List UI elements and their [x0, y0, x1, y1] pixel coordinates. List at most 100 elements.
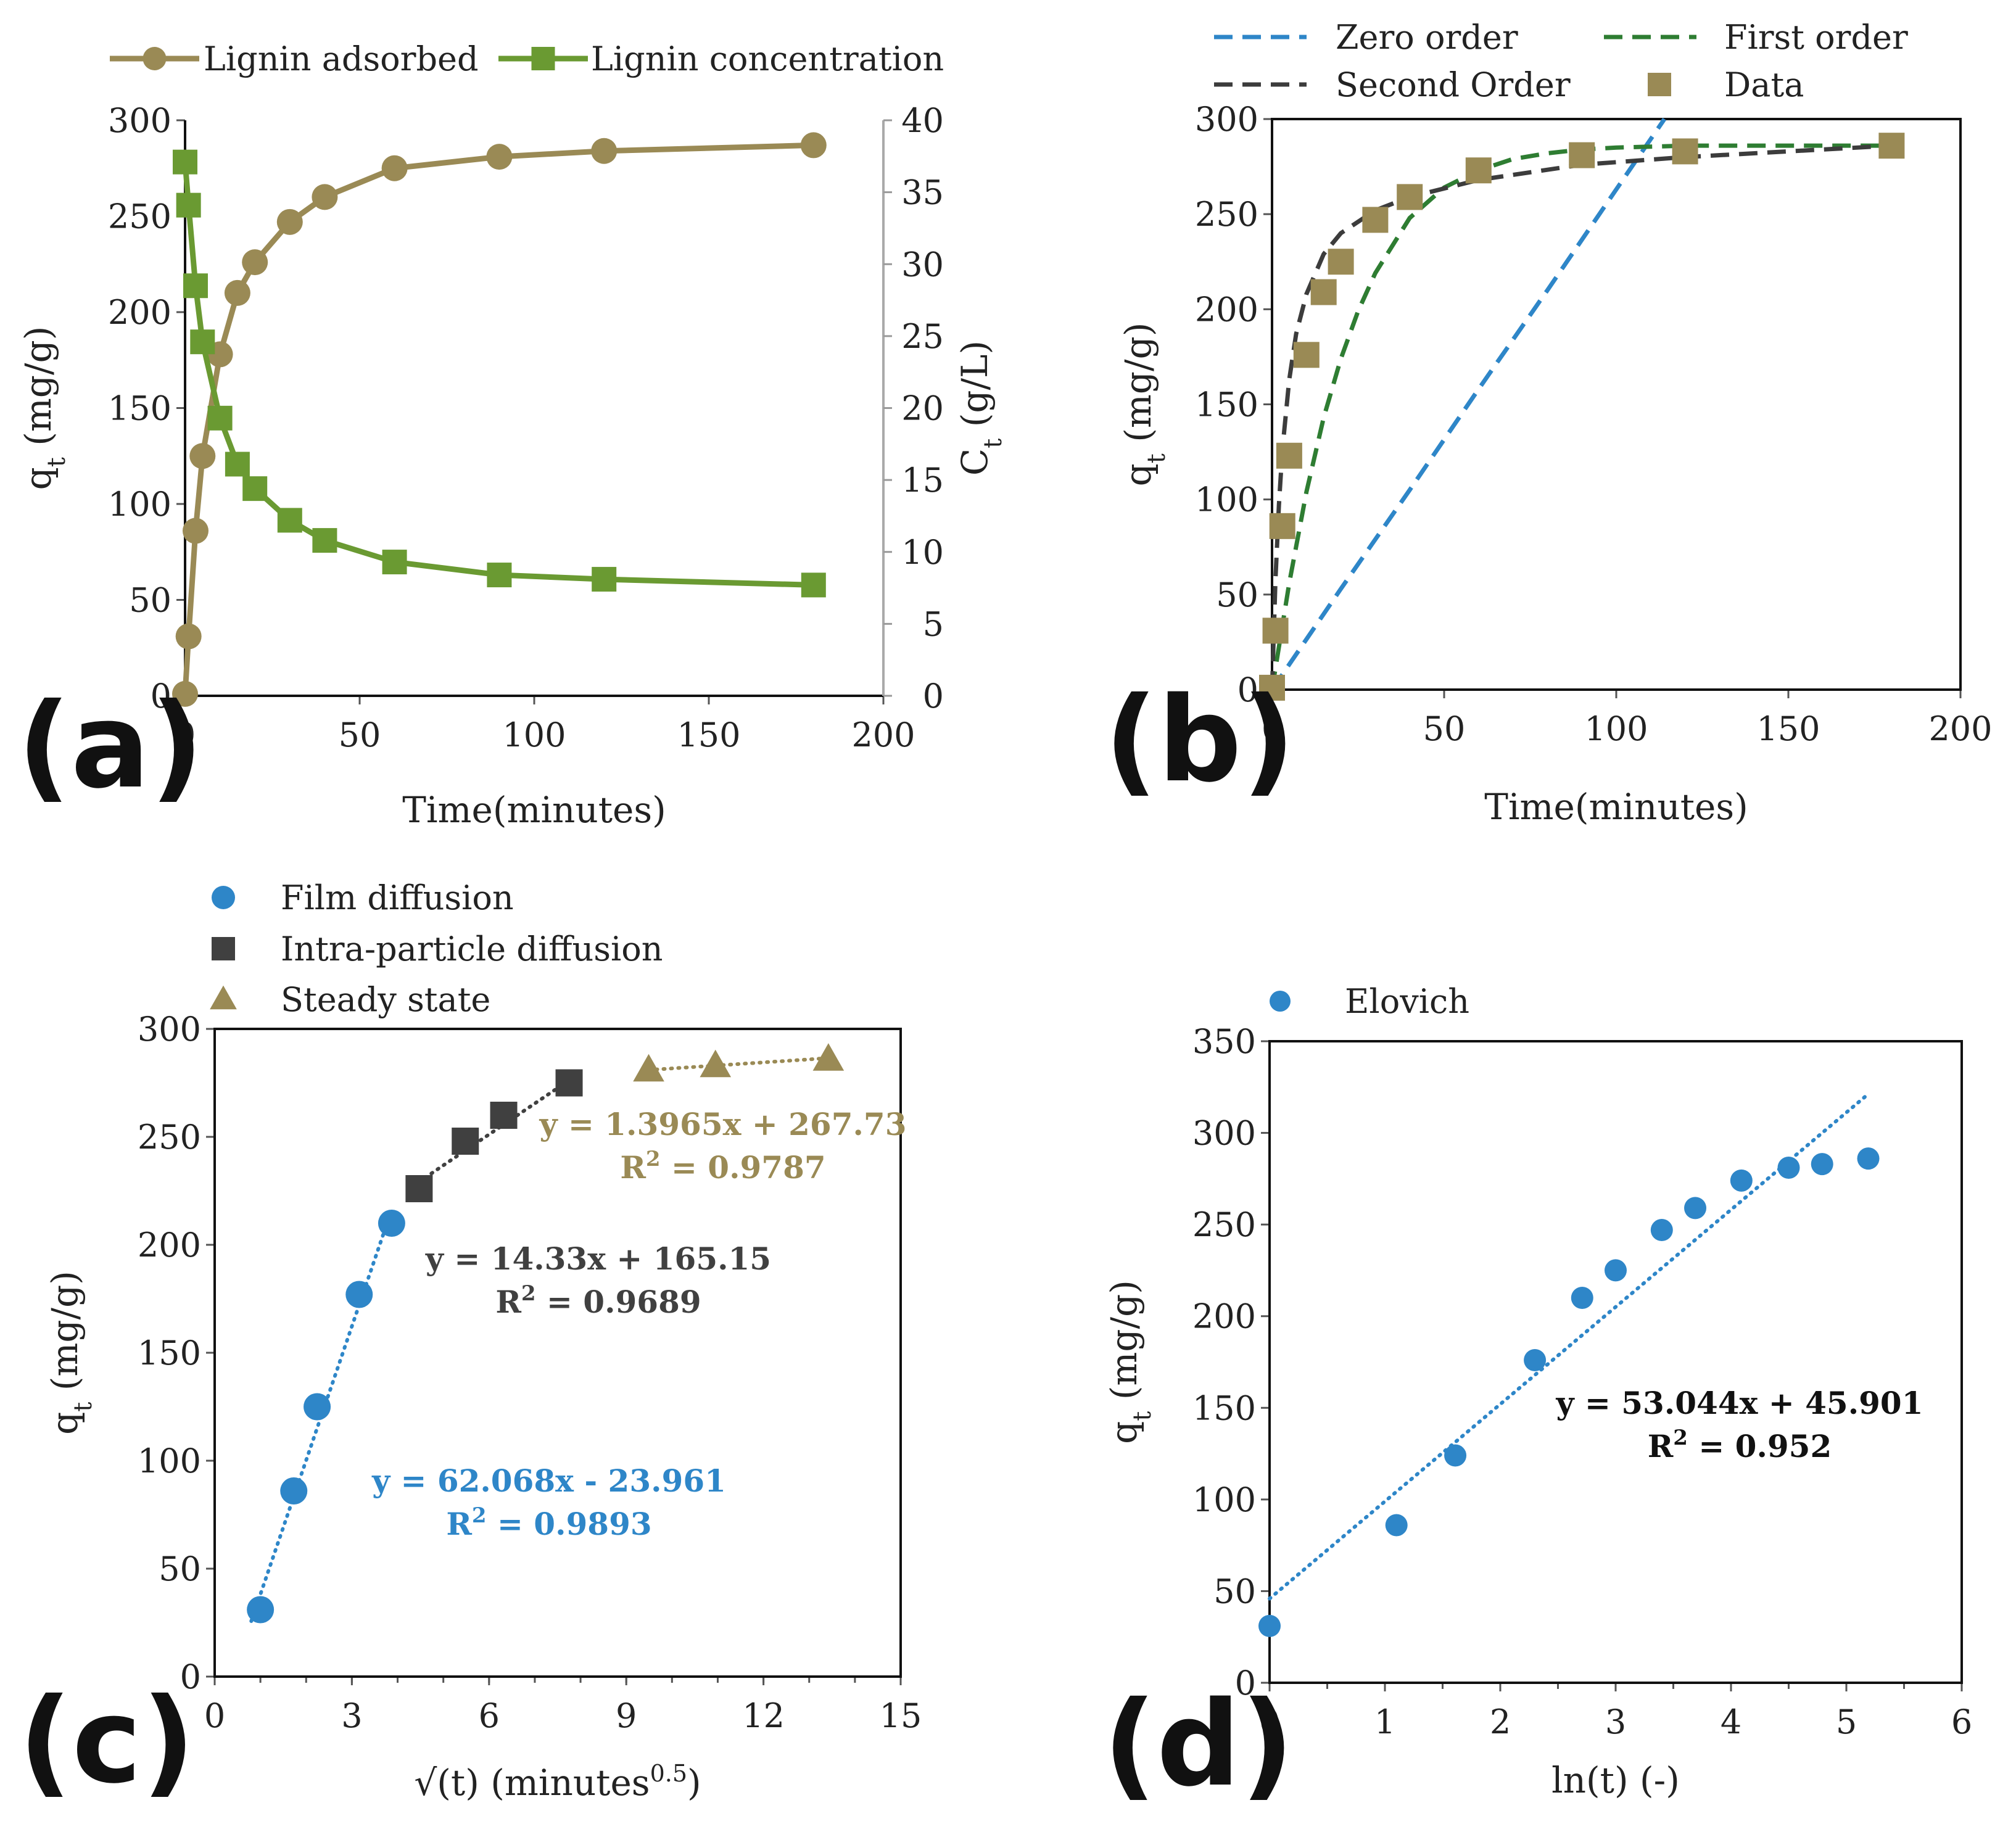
- x-tick-label: 0: [1262, 709, 1283, 748]
- data-point: [242, 476, 268, 501]
- y2-axis-title: Ct (g/L): [954, 341, 1007, 476]
- data-point: [452, 1128, 479, 1155]
- legend-marker: [212, 937, 235, 960]
- y2label-base: C: [954, 448, 996, 476]
- trend-equation: y = 62.068x - 23.961: [371, 1463, 726, 1499]
- x-tick-label: 0: [204, 1696, 225, 1735]
- y2-tick-label: 10: [901, 533, 944, 572]
- data-point: [1276, 442, 1302, 469]
- y2label-sub: t: [979, 439, 1007, 448]
- xlabel-close: ): [687, 1762, 701, 1804]
- y-tick-label: 50: [1216, 576, 1258, 614]
- trend-r2: R2 = 0.9893: [446, 1503, 651, 1542]
- xlabel-main: √(t) (minutes: [414, 1762, 650, 1804]
- data-point: [173, 149, 197, 175]
- data-point: [801, 572, 826, 598]
- data-point: [312, 528, 337, 553]
- data-point: [555, 1069, 583, 1097]
- data-point: [1524, 1349, 1547, 1372]
- data-point: [591, 138, 618, 164]
- data-point: [172, 680, 198, 707]
- data-point: [1777, 1157, 1800, 1179]
- x-tick-label: 1: [1374, 1703, 1395, 1741]
- data-point: [1397, 184, 1423, 210]
- data-point: [1650, 1219, 1673, 1242]
- x-axis-title: √(t) (minutes0.5): [414, 1760, 701, 1804]
- data-point: [1811, 1153, 1833, 1176]
- r2-sup: 2: [1673, 1426, 1688, 1450]
- legend-label: Lignin concentration: [591, 39, 944, 78]
- legend-label: Data: [1724, 65, 1804, 104]
- r2-value: = 0.9689: [536, 1284, 701, 1320]
- ylabel-unit: (mg/g): [1117, 323, 1159, 454]
- legend-label: Intra-particle diffusion: [281, 930, 663, 968]
- y-tick-label: 0: [1237, 671, 1258, 709]
- x-tick-label: 5: [1836, 1703, 1857, 1741]
- data-point: [182, 518, 209, 544]
- legend-label: Lignin adsorbed: [204, 39, 479, 78]
- data-point: [1444, 1444, 1467, 1467]
- y2-tick-label: 40: [901, 101, 944, 140]
- y-axis-title: qt (mg/g): [1103, 1280, 1157, 1444]
- y-tick-label: 350: [1192, 1022, 1256, 1061]
- xlabel-sup: 0.5: [650, 1760, 687, 1787]
- data-point: [812, 1043, 845, 1071]
- data-point: [225, 452, 250, 477]
- data-point: [190, 329, 215, 355]
- data-point: [304, 1393, 331, 1421]
- plot-frame: [213, 1028, 902, 1678]
- data-point: [176, 192, 201, 218]
- y-tick-label: 100: [138, 1442, 201, 1480]
- plot-frame: [1271, 118, 1962, 691]
- ylabel-base: q: [1117, 463, 1159, 486]
- data-point: [1258, 1614, 1281, 1637]
- ylabel-sub: t: [1128, 1411, 1157, 1421]
- legend-label: First order: [1724, 18, 1908, 57]
- r2-value: = 0.952: [1688, 1428, 1832, 1464]
- data-point: [1259, 674, 1285, 701]
- y-axis-title: qt (mg/g): [17, 326, 71, 490]
- ylabel-base: q: [17, 467, 59, 490]
- data-point: [224, 279, 250, 306]
- r2-value: = 0.9787: [661, 1149, 826, 1186]
- fit-line-3: [1270, 143, 1892, 690]
- data-point: [487, 563, 512, 588]
- y-tick-label: 100: [1192, 1480, 1256, 1519]
- y-tick-label: 300: [1195, 100, 1258, 139]
- data-point: [242, 249, 268, 276]
- y-tick-label: 0: [180, 1657, 201, 1696]
- data-point: [1672, 138, 1698, 165]
- panel-d: 0 50 100 150 200 250 300 350 0 1 2 3 4 5 6 Elovich y = 5…: [1103, 982, 1972, 1812]
- x-tick-label: 6: [479, 1696, 500, 1735]
- y-tick-label: 50: [129, 581, 171, 620]
- data-point: [280, 1477, 308, 1504]
- y2-tick-label: 5: [923, 605, 944, 643]
- legend-label: Second Order: [1336, 65, 1571, 104]
- panel-label: (c): [19, 1673, 195, 1809]
- y-tick-label: 50: [1213, 1572, 1256, 1611]
- x-tick-label: 200: [851, 716, 915, 754]
- data-point: [1362, 207, 1389, 233]
- y2-tick-label: 15: [901, 461, 944, 500]
- y2-tick-label: 20: [901, 389, 944, 428]
- data-point: [1262, 617, 1289, 644]
- legend-label: Steady state: [281, 980, 490, 1019]
- y-tick-label: 300: [138, 1010, 201, 1049]
- y-axis-title: qt (mg/g): [1117, 323, 1171, 487]
- r2-base: R: [446, 1506, 472, 1542]
- y2-tick-label: 0: [923, 677, 944, 716]
- data-point: [800, 132, 827, 159]
- y-tick-label: 150: [1195, 386, 1258, 424]
- x-tick-label: 12: [742, 1696, 785, 1735]
- ylabel-sub: t: [69, 1402, 97, 1412]
- data-point: [1857, 1147, 1880, 1170]
- y-tick-label: 250: [1192, 1205, 1256, 1244]
- data-point: [633, 1054, 664, 1082]
- data-point: [1385, 1514, 1408, 1537]
- legend-marker: [143, 47, 167, 70]
- y-tick-label: 150: [1192, 1389, 1256, 1427]
- trendline-3: [647, 1056, 830, 1072]
- data-point: [405, 1175, 433, 1202]
- x-tick-label: 0: [175, 716, 196, 754]
